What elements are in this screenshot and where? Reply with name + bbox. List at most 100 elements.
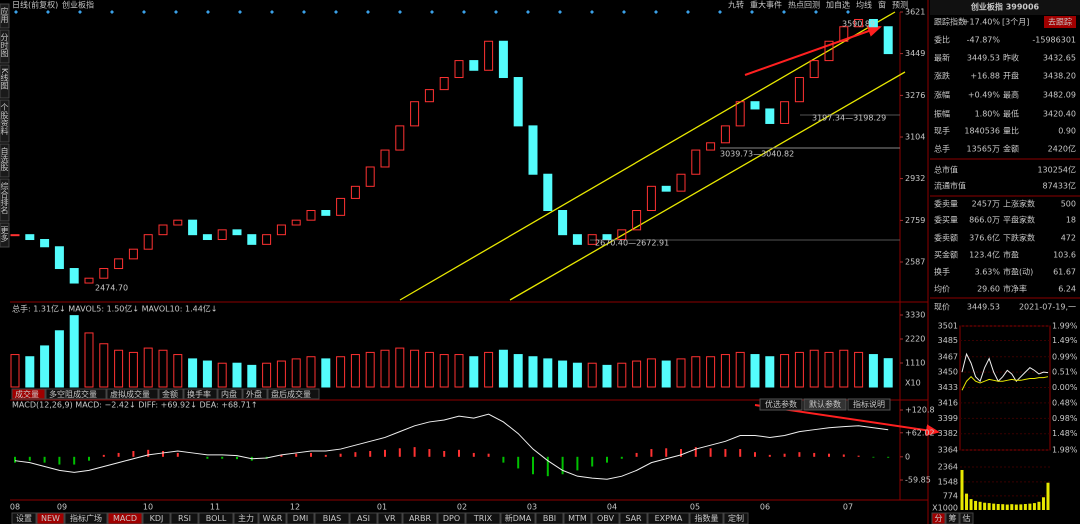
bottom-tab[interactable] [286,512,315,524]
indicator-tab[interactable] [267,388,320,400]
side-tab-label: 自选股 [0,146,9,172]
price-annotation: 3039.73—3040.82 [720,150,794,159]
candle [424,89,434,103]
event-marker [494,10,498,14]
bottom-tab[interactable] [689,512,724,524]
indicator-tab[interactable] [11,388,46,400]
bottom-tab[interactable] [64,512,108,524]
indicator-tab[interactable] [45,388,107,400]
indicator-tab[interactable] [106,388,159,400]
candle [202,234,212,241]
bottom-tab[interactable] [142,512,171,524]
quote-value: 29.60 [977,285,1000,294]
quote-value: +16.88 [970,72,1000,81]
y-tick-label: +62.02 [905,428,935,437]
volume-bar [632,360,642,388]
intraday-tab[interactable] [931,512,946,524]
indicator-tab[interactable] [217,388,243,400]
y-tick-label: 3364 [938,446,958,455]
y-tick-label: 3485 [938,336,958,345]
quote-label: 涨跌 [934,71,950,81]
bottom-tab[interactable] [563,512,592,524]
candle [321,210,331,216]
bottom-tab[interactable] [349,512,378,524]
side-tab[interactable] [0,99,10,143]
y-tick-label: 0 [905,452,910,461]
bottom-tab[interactable] [500,512,536,524]
bottom-tab[interactable] [170,512,199,524]
bottom-tab[interactable] [535,512,564,524]
track-button[interactable] [1044,16,1076,28]
candle [720,125,730,144]
event-marker [462,10,466,14]
bottom-tab[interactable] [36,512,65,524]
bottom-tab[interactable] [647,512,690,524]
volume-bar [158,349,168,388]
x-tick-label: 08 [10,503,20,512]
y-tick-label: 1110 [905,359,925,368]
bottom-tab[interactable] [314,512,350,524]
bottom-tab[interactable] [377,512,403,524]
indicator-tab[interactable] [183,388,218,400]
candle [84,277,94,284]
quote-value: 18 [1066,216,1076,225]
bottom-tab[interactable] [198,512,234,524]
y-tick-label: 0.00% [1052,383,1078,392]
intraday-price-line [961,352,1049,383]
indicator-tab[interactable] [158,388,184,400]
bottom-tab[interactable] [258,512,287,524]
candle [247,234,257,245]
candle [883,26,893,55]
bottom-tab-label: BBI [543,514,556,523]
track-period: [3个月] [1002,18,1029,27]
quote-label: 下跌家数 [1003,233,1035,243]
indicator-tab[interactable] [242,388,268,400]
bottom-tab[interactable] [402,512,438,524]
bottom-tab[interactable] [619,512,648,524]
y-tick-label: 2587 [905,258,925,267]
bottom-tab[interactable] [233,512,259,524]
side-tab[interactable] [0,178,10,222]
candle [128,248,138,260]
track-label: 跟踪指数 [934,17,966,27]
volume-bar [10,354,20,388]
macd-button[interactable] [759,398,803,411]
side-tab[interactable] [0,222,10,248]
bottom-tab[interactable] [591,512,620,524]
bottom-tab[interactable] [437,512,466,524]
bottom-tab[interactable] [465,512,501,524]
intraday-tab[interactable] [945,512,960,524]
intraday-tab-label: 分 [935,514,943,523]
intraday-volume-bar [974,500,978,510]
bottom-tab[interactable] [107,512,143,524]
bottom-tab-label: KDJ [150,514,164,523]
volume-bar [498,349,508,388]
y-tick-label: 0.98% [1052,414,1078,423]
intraday-volume-bar [1028,503,1032,510]
quote-label: 上涨家数 [1003,199,1035,209]
event-marker [590,10,594,14]
side-tab[interactable] [0,64,10,99]
volume-bar [854,351,864,388]
candle [735,101,745,127]
bottom-tab[interactable] [11,512,37,524]
price-annotation: 3590.89 [842,20,875,29]
candle [276,224,286,236]
volume-bar [839,349,849,388]
y-tick-label: 3104 [905,133,925,142]
event-marker [110,10,114,14]
macd-button[interactable] [803,398,847,411]
side-tab[interactable] [0,3,10,29]
intraday-tab[interactable] [959,512,974,524]
side-tab[interactable] [0,143,10,178]
side-tab-label: 个股资料 [0,103,9,136]
indicator-tab-label: 盘后成交量 [271,389,311,399]
now-value: 3449.53 [967,303,1000,312]
side-tab[interactable] [0,29,10,64]
volume-bar [750,354,760,388]
quote-label: 最高 [1003,90,1019,100]
bottom-tab[interactable] [723,512,749,524]
candle [143,234,153,250]
event-marker [782,10,786,14]
macd-button[interactable] [847,398,891,411]
